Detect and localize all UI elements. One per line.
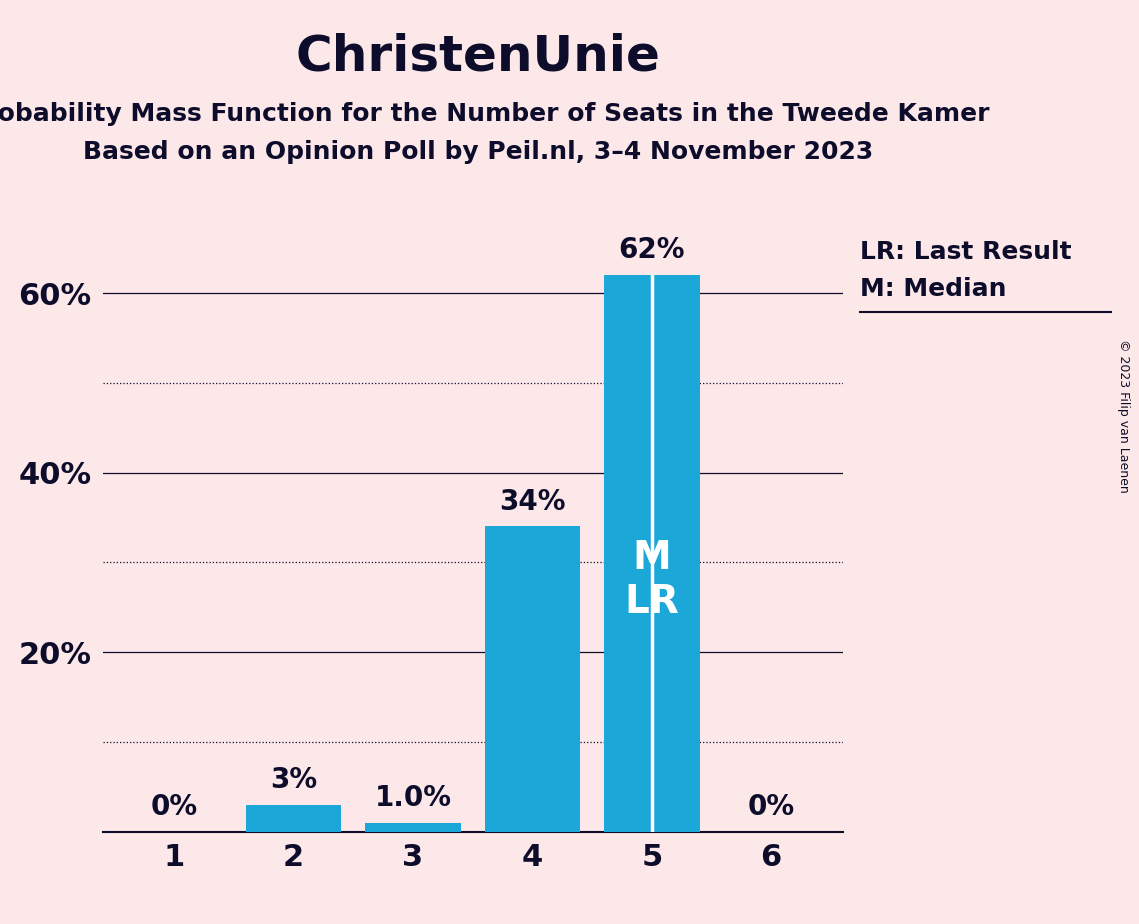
Text: 0%: 0% xyxy=(150,793,198,821)
Bar xyxy=(484,527,580,832)
Text: 62%: 62% xyxy=(618,237,685,264)
Bar xyxy=(366,822,461,832)
Text: 0%: 0% xyxy=(747,793,795,821)
Text: Based on an Opinion Poll by Peil.nl, 3–4 November 2023: Based on an Opinion Poll by Peil.nl, 3–4… xyxy=(83,140,874,164)
Text: M: Median: M: Median xyxy=(860,277,1007,301)
Bar xyxy=(246,805,342,832)
Bar xyxy=(604,275,699,832)
Text: 34%: 34% xyxy=(499,488,566,516)
Text: 1.0%: 1.0% xyxy=(375,784,451,812)
Text: Probability Mass Function for the Number of Seats in the Tweede Kamer: Probability Mass Function for the Number… xyxy=(0,102,990,126)
Text: M
LR: M LR xyxy=(624,540,679,621)
Text: LR: Last Result: LR: Last Result xyxy=(860,240,1072,264)
Text: © 2023 Filip van Laenen: © 2023 Filip van Laenen xyxy=(1117,339,1130,492)
Text: 3%: 3% xyxy=(270,766,317,794)
Text: ChristenUnie: ChristenUnie xyxy=(296,32,661,80)
